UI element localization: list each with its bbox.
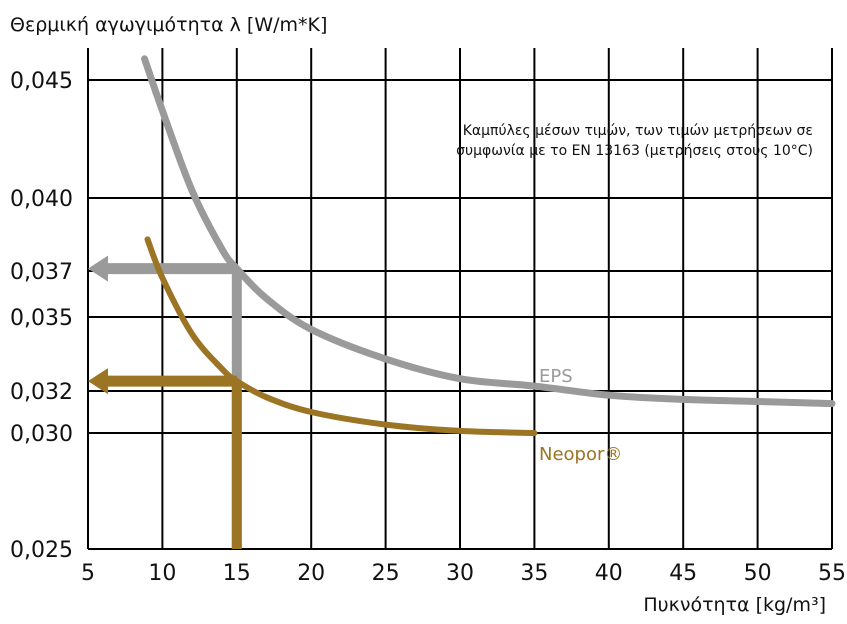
y-tick-label-0,040: 0,040	[10, 187, 73, 212]
y-tick-label-0,045: 0,045	[10, 69, 73, 94]
y-tick-label-0,025: 0,025	[10, 538, 73, 563]
eps-series-line	[141, 55, 836, 408]
y-tick-label-0,037: 0,037	[10, 260, 73, 285]
y-tick-label-0,035: 0,035	[10, 306, 73, 331]
x-tick-label-35: 35	[520, 561, 548, 586]
y-tick-label-0,032: 0,032	[10, 380, 73, 405]
x-axis-title: Πυκνότητα [kg/m³]	[643, 594, 826, 616]
x-tick-label-10: 10	[148, 561, 176, 586]
x-tick-label-25: 25	[372, 561, 400, 586]
x-tick-label-45: 45	[669, 561, 697, 586]
tick-layer: 5 10 15 20 25 30 35 40 45 50 55 0,025 0,030 0,032 0,03…	[10, 69, 846, 586]
x-tick-label-55: 55	[818, 561, 846, 586]
annotation-line-2: συμφωνία με το EN 13163 (μετρήσεις στους…	[456, 143, 813, 159]
x-tick-label-40: 40	[595, 561, 623, 586]
neopor-series-label: Neopor®	[539, 444, 622, 465]
neopor--series-line	[144, 236, 538, 436]
x-tick-label-30: 30	[446, 561, 474, 586]
neopor--reference-arrowhead	[88, 368, 108, 395]
y-tick-label-0,030: 0,030	[10, 422, 73, 447]
eps-series-label: EPS	[539, 366, 573, 387]
x-tick-label-20: 20	[297, 561, 325, 586]
annotation-line-1: Καμπύλες μέσων τιμών, των τιμών μετρήσεω…	[463, 123, 813, 139]
x-tick-label-5: 5	[81, 561, 95, 586]
x-tick-label-50: 50	[744, 561, 772, 586]
eps-reference-arrowhead	[88, 255, 108, 282]
x-tick-label-15: 15	[223, 561, 251, 586]
reference-layer	[88, 255, 242, 549]
y-axis-title: Θερμική αγωγιμότητα λ [W/m*K]	[10, 14, 327, 36]
series-layer	[141, 55, 836, 436]
